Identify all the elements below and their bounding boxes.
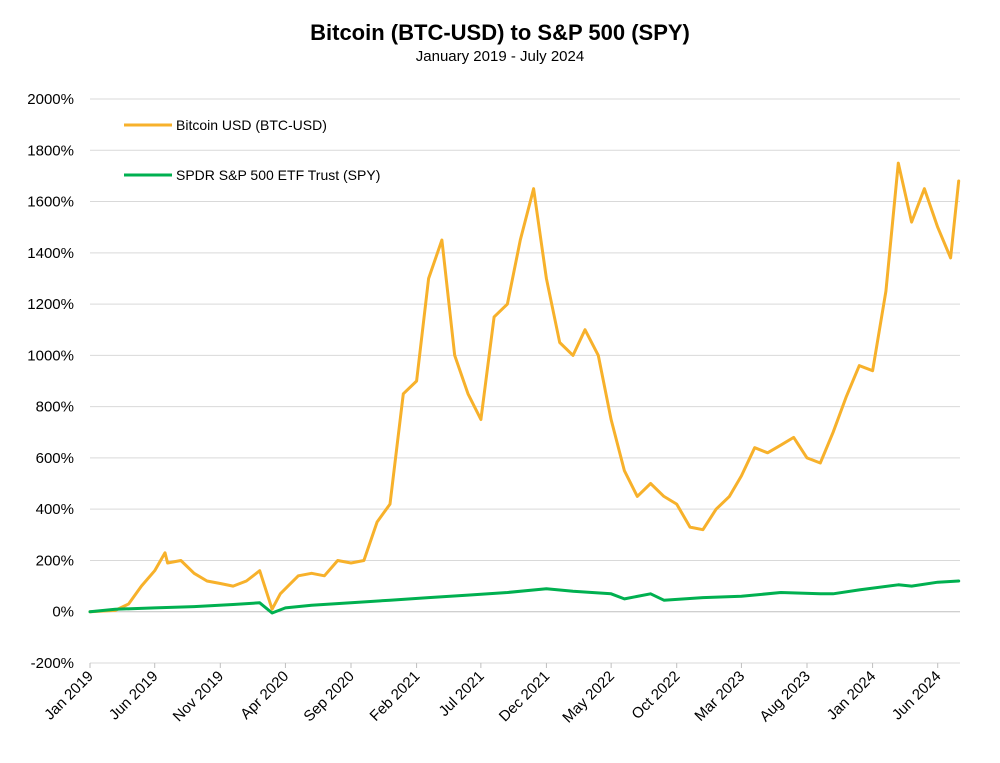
- x-tick-label: Mar 2023: [691, 668, 748, 725]
- series-lines: [88, 161, 961, 615]
- y-tick-label: 600%: [36, 450, 74, 467]
- spy-series-line: [88, 579, 961, 615]
- y-tick-label: 2000%: [27, 91, 74, 108]
- y-axis-ticks: -200% 0% 200% 400% 600% 800% 1000% 1200% 1400% 16…: [27, 91, 74, 672]
- y-tick-label: 1800%: [27, 142, 74, 159]
- x-tick-label: Apr 2020: [237, 668, 292, 723]
- x-tick-label: Jan 2024: [824, 668, 880, 724]
- x-tick-label: Jan 2019: [41, 668, 97, 724]
- x-tick-label: Jul 2021: [436, 668, 488, 720]
- legend: Bitcoin USD (BTC-USD) SPDR S&P 500 ETF Tr…: [124, 117, 380, 183]
- y-tick-label: 1600%: [27, 194, 74, 211]
- x-tick-label: Sep 2020: [300, 668, 357, 725]
- legend-label: SPDR S&P 500 ETF Trust (SPY): [176, 167, 380, 183]
- y-tick-label: -200%: [31, 655, 74, 672]
- y-tick-label: 1200%: [27, 296, 74, 313]
- x-tick-label: Feb 2021: [367, 668, 424, 725]
- x-tick-label: Dec 2021: [496, 668, 553, 725]
- x-tick-label: Nov 2019: [170, 668, 227, 725]
- x-axis-ticks: Jan 2019 Jun 2019 Nov 2019 Apr 2020 Sep 2020…: [41, 663, 945, 727]
- grid-lines: [90, 98, 960, 664]
- y-tick-label: 200%: [36, 552, 74, 569]
- chart-subtitle: January 2019 - July 2024: [415, 48, 585, 65]
- x-tick-label: Aug 2023: [756, 668, 813, 725]
- x-tick-label: Oct 2022: [628, 668, 683, 723]
- chart-title: Bitcoin (BTC-USD) to S&P 500 (SPY): [310, 20, 690, 45]
- legend-label: Bitcoin USD (BTC-USD): [176, 117, 327, 133]
- x-tick-label: Jun 2024: [889, 668, 945, 724]
- y-tick-label: 800%: [36, 399, 74, 416]
- btc-series-line: [88, 161, 961, 614]
- x-tick-label: May 2022: [559, 668, 618, 727]
- y-tick-label: 1000%: [27, 347, 74, 364]
- y-tick-label: 0%: [52, 604, 74, 621]
- x-tick-label: Jun 2019: [106, 668, 162, 724]
- y-tick-label: 1400%: [27, 245, 74, 262]
- y-tick-label: 400%: [36, 501, 74, 518]
